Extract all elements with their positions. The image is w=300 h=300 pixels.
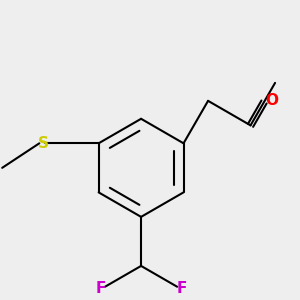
Text: F: F [176, 281, 187, 296]
Text: F: F [95, 281, 106, 296]
Text: O: O [265, 93, 278, 108]
Text: S: S [38, 136, 49, 151]
